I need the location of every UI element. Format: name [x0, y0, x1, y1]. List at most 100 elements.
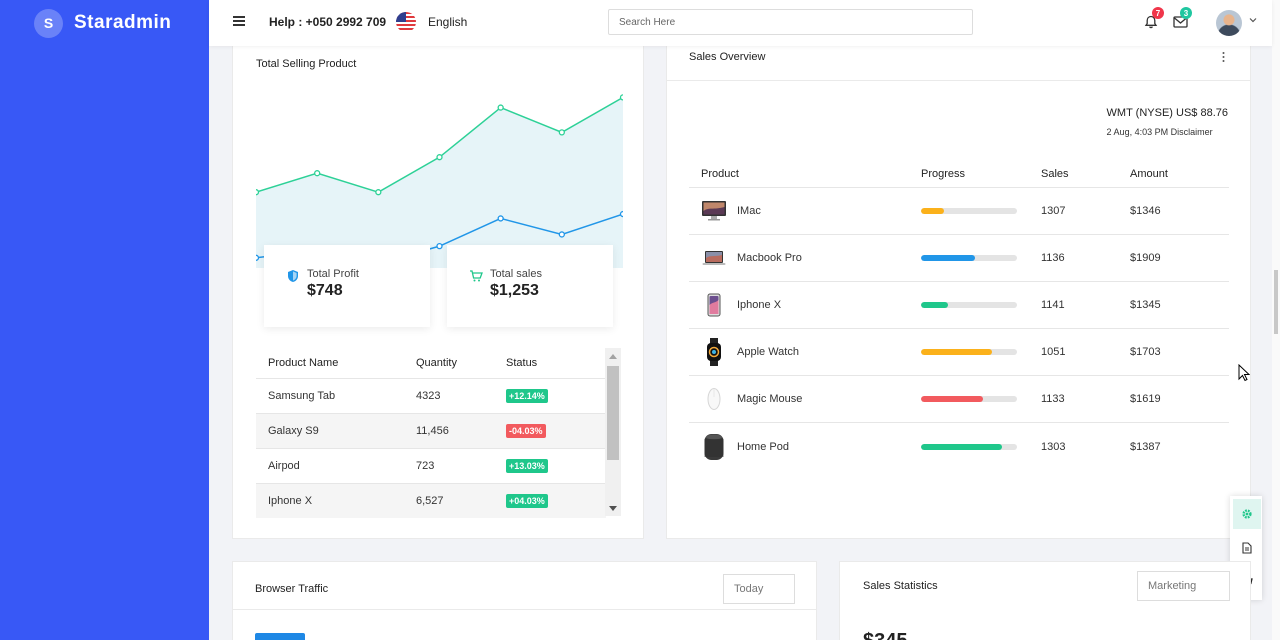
language-selector[interactable]: English [428, 15, 468, 29]
page-scrollbar[interactable] [1272, 0, 1280, 640]
notifications-badge: 7 [1152, 7, 1164, 19]
data-point[interactable] [497, 215, 504, 222]
brand-name: Staradmin [74, 12, 172, 33]
data-point[interactable] [619, 210, 624, 218]
product-name: Macbook Pro [737, 252, 802, 264]
mouse-cursor-icon [1238, 364, 1250, 382]
product-name: Iphone X [737, 299, 782, 311]
column-header[interactable]: Status [506, 357, 538, 369]
status-badge: -04.03% [506, 424, 546, 438]
quantity: 723 [416, 460, 435, 472]
watch-icon [701, 338, 727, 366]
macbook-icon [701, 245, 727, 271]
divider [233, 609, 816, 610]
traffic-bar [255, 633, 305, 640]
data-point[interactable] [558, 129, 565, 136]
document-button[interactable] [1233, 533, 1261, 563]
scroll-down-arrow-icon[interactable] [609, 506, 617, 511]
more-options-icon[interactable] [1222, 51, 1225, 63]
card-title: Browser Traffic [255, 583, 329, 595]
data-point[interactable] [436, 154, 443, 161]
divider [667, 80, 1250, 81]
data-point[interactable] [619, 94, 624, 101]
mail-icon[interactable] [1173, 15, 1188, 29]
progress-bar [921, 443, 1017, 450]
progress-bar [921, 255, 1017, 261]
stat-value: $1,253 [490, 282, 539, 299]
status-badge: +12.14% [506, 389, 548, 403]
column-header[interactable]: Progress [921, 167, 966, 180]
table-row[interactable]: Galaxy S9 11,456 -04.03% [256, 413, 606, 448]
table-row[interactable]: Iphone X 1141 $1345 [689, 282, 1229, 329]
amount: $1387 [1130, 440, 1161, 453]
data-point[interactable] [375, 189, 382, 196]
sidebar: S Staradmin [0, 0, 209, 640]
hamburger-menu-icon[interactable] [233, 16, 245, 26]
column-header[interactable]: Product [701, 167, 739, 180]
product-name: Home Pod [737, 440, 789, 453]
amount: $1345 [1130, 299, 1161, 311]
us-flag-icon[interactable] [396, 12, 416, 32]
column-header[interactable]: Amount [1130, 167, 1168, 180]
product-name: Samsung Tab [268, 390, 336, 402]
mouse-icon [701, 386, 727, 412]
stock-info: WMT (NYSE) US$ 88.76 2 Aug, 4:03 PM Disc… [1107, 107, 1228, 137]
statistics-value: $345 [863, 630, 908, 640]
period-select[interactable]: Today [723, 574, 795, 604]
product-name: Magic Mouse [737, 393, 803, 405]
quantity: 11,456 [416, 425, 449, 437]
quantity: 6,527 [416, 495, 444, 507]
document-icon [1242, 542, 1252, 554]
sales-count: 1133 [1041, 393, 1065, 405]
table-scrollbar[interactable] [605, 348, 621, 516]
help-phone: Help : +050 2992 709 [269, 15, 387, 29]
shield-icon [288, 270, 298, 282]
column-header[interactable]: Sales [1041, 167, 1069, 180]
data-point[interactable] [314, 170, 321, 177]
stat-value: $748 [307, 282, 343, 299]
table-row[interactable]: Apple Watch 1051 $1703 [689, 329, 1229, 376]
scrollbar-thumb[interactable] [607, 366, 619, 460]
data-point[interactable] [256, 254, 260, 261]
top-navbar: Help : +050 2992 709 English 7 3 [209, 0, 1272, 46]
table-row[interactable]: IMac 1307 $1346 [689, 188, 1229, 235]
scroll-up-arrow-icon[interactable] [609, 354, 617, 359]
table-row[interactable]: Macbook Pro 1136 $1909 [689, 235, 1229, 282]
brand-logo: S [34, 8, 63, 38]
product-name: Galaxy S9 [268, 425, 319, 437]
amount: $1346 [1130, 205, 1161, 217]
chevron-down-icon[interactable] [1249, 16, 1257, 24]
brand[interactable]: S Staradmin [0, 0, 209, 46]
table-row[interactable]: Samsung Tab 4323 +12.14% [256, 378, 606, 413]
progress-fill [921, 255, 975, 261]
sales-statistics-card: Sales Statistics Marketing $345 [839, 561, 1251, 640]
page-scrollbar-thumb[interactable] [1274, 270, 1278, 334]
search-input[interactable] [608, 9, 973, 35]
sales-count: 1051 [1041, 346, 1066, 358]
table-row[interactable]: Home Pod 1303 $1387 [689, 423, 1229, 470]
category-select[interactable]: Marketing [1137, 571, 1230, 601]
status-badge: +04.03% [506, 494, 548, 508]
quantity: 4323 [416, 390, 441, 402]
data-point[interactable] [497, 104, 504, 111]
column-header[interactable]: Quantity [416, 357, 457, 369]
status-badge: +13.03% [506, 459, 548, 473]
amount: $1703 [1130, 346, 1161, 358]
amount: $1619 [1130, 393, 1161, 405]
table-row[interactable]: Airpod 723 +13.03% [256, 448, 606, 483]
product-name: Apple Watch [737, 346, 799, 358]
user-avatar[interactable] [1216, 10, 1242, 36]
table-row[interactable]: Iphone X 6,527 +04.03% [256, 483, 606, 518]
sales-count: 1141 [1041, 299, 1065, 311]
table-row[interactable]: Magic Mouse 1133 $1619 [689, 376, 1229, 423]
table-header: Product Name Quantity Status [256, 348, 606, 378]
progress-fill [921, 349, 993, 355]
progress-bar [921, 349, 1017, 355]
column-header[interactable]: Product Name [268, 357, 339, 369]
data-point[interactable] [256, 189, 260, 196]
imac-icon [701, 198, 727, 224]
data-point[interactable] [558, 231, 565, 238]
settings-button[interactable] [1233, 499, 1261, 529]
data-point[interactable] [436, 242, 443, 250]
progress-bar [921, 208, 1017, 214]
